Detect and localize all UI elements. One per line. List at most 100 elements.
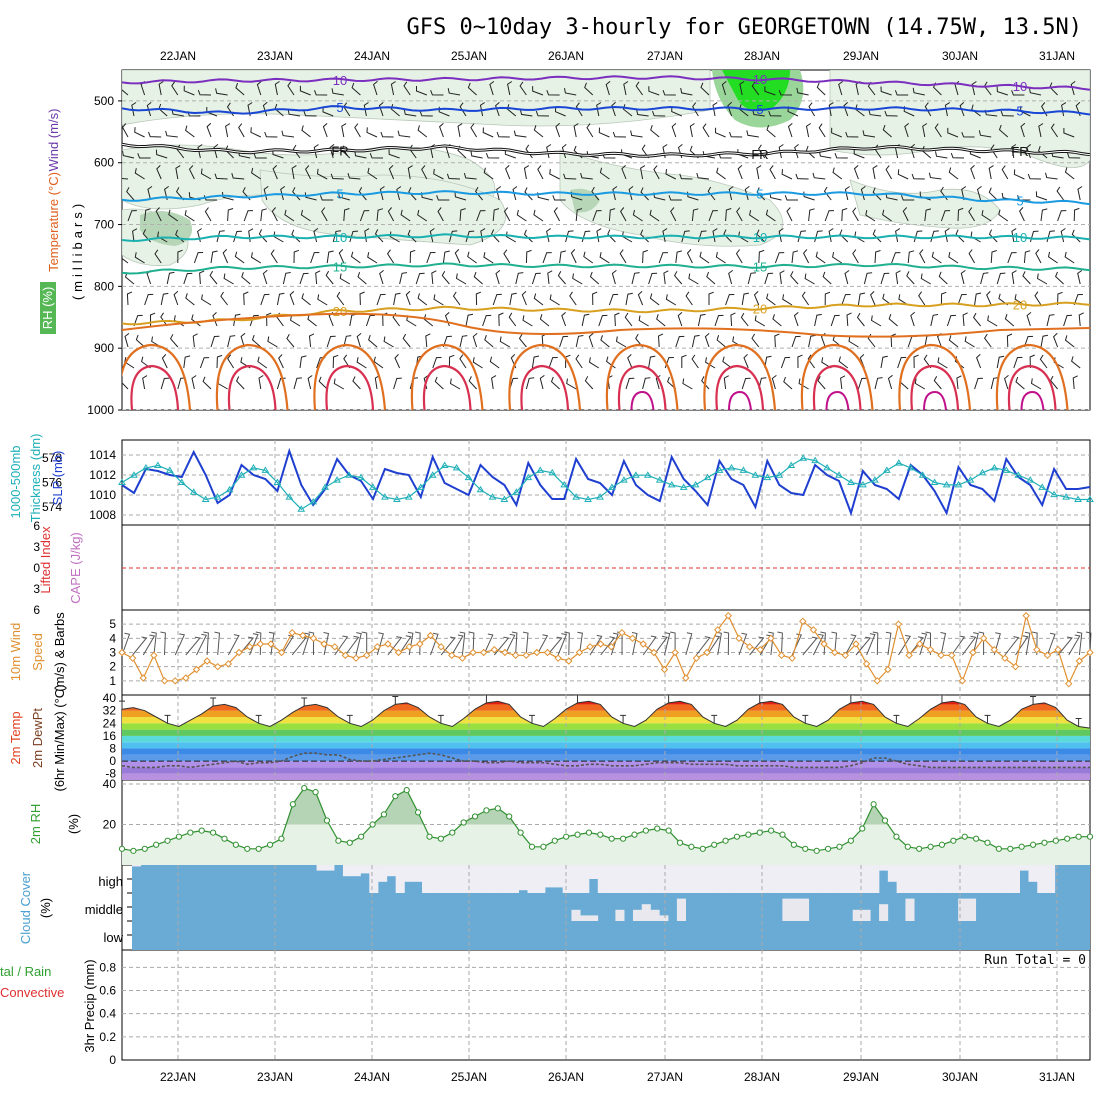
wind-speed-point bbox=[916, 640, 924, 648]
wind-barb bbox=[326, 250, 334, 264]
wind-barb bbox=[355, 632, 362, 656]
wind-barb bbox=[442, 250, 450, 264]
wind-barb bbox=[144, 293, 154, 306]
minmax-marker bbox=[301, 697, 308, 707]
cloud-clear-bar bbox=[852, 909, 862, 921]
wind-barb bbox=[1046, 314, 1055, 327]
wind-barb bbox=[185, 125, 195, 138]
thickness-point bbox=[392, 495, 401, 502]
thickness-point bbox=[631, 471, 640, 478]
wind-barb bbox=[987, 315, 998, 327]
wind-barb bbox=[730, 312, 736, 327]
wind-barb bbox=[664, 632, 671, 656]
wind-barb bbox=[882, 209, 892, 222]
wind-barb bbox=[1023, 250, 1031, 264]
thickness-point bbox=[249, 463, 258, 471]
wind-barb bbox=[251, 334, 262, 348]
rh-point bbox=[824, 845, 832, 852]
isotherm-line bbox=[122, 233, 1090, 242]
warm-contour bbox=[995, 343, 1069, 410]
wind-speed-point bbox=[437, 643, 445, 651]
wind-barb bbox=[640, 229, 649, 243]
wind-barb bbox=[347, 173, 361, 180]
wind-barb bbox=[491, 229, 500, 243]
wind-barb bbox=[897, 169, 909, 180]
rh-point bbox=[984, 839, 991, 846]
wind-speed-point bbox=[128, 654, 137, 662]
wind-barb bbox=[1027, 173, 1042, 180]
wind-barb bbox=[779, 270, 785, 285]
isotherm-label: 5 bbox=[756, 102, 763, 117]
wind-speed-point bbox=[479, 648, 488, 657]
chart-title: GFS 0~10day 3-hourly for GEORGETOWN (14.… bbox=[406, 15, 1082, 40]
cloud-clear-bar bbox=[940, 865, 950, 893]
wind-barb bbox=[267, 336, 278, 348]
tick-label: 6 bbox=[33, 603, 40, 617]
wind-barb bbox=[725, 294, 735, 306]
wind-barb bbox=[492, 293, 502, 306]
cloud-clear-bar bbox=[632, 865, 643, 893]
wind-barb bbox=[459, 631, 466, 656]
wind-barb bbox=[908, 636, 924, 656]
cloud-clear-bar bbox=[676, 898, 687, 921]
wind-barb bbox=[482, 314, 492, 327]
wind-barb bbox=[791, 335, 801, 348]
wind-speed-point bbox=[596, 640, 605, 648]
wind-barb bbox=[828, 102, 834, 117]
wind-barb bbox=[183, 272, 193, 285]
wind-barb bbox=[940, 632, 947, 656]
wind-barb bbox=[503, 207, 511, 222]
minmax-marker bbox=[893, 714, 900, 724]
wind-barb bbox=[206, 122, 212, 138]
wind-barb bbox=[872, 165, 878, 180]
wind-barb bbox=[1036, 273, 1048, 285]
wind-barb bbox=[250, 252, 262, 264]
tick-label: 576 bbox=[42, 476, 62, 490]
cloud-clear-bar bbox=[439, 865, 449, 893]
wind-barb bbox=[777, 631, 783, 656]
wind-barb bbox=[403, 109, 417, 117]
wind-barb bbox=[584, 376, 594, 390]
wind-barb bbox=[978, 130, 992, 138]
wind-barb bbox=[828, 228, 834, 243]
tick-label: 500 bbox=[94, 94, 114, 108]
wind-barb bbox=[559, 250, 567, 264]
wind-barb bbox=[768, 110, 782, 117]
wind-barb bbox=[373, 356, 384, 369]
wind-barb bbox=[459, 102, 467, 117]
wind-barb bbox=[518, 333, 527, 348]
wind-barb bbox=[455, 273, 467, 285]
wind-barb bbox=[735, 249, 743, 264]
thickness-point bbox=[715, 466, 724, 473]
wind-barb bbox=[533, 125, 544, 138]
wind-speed-point bbox=[724, 611, 733, 620]
wind-barb bbox=[512, 186, 518, 201]
isotherm-line bbox=[122, 262, 1090, 275]
wind-barb bbox=[415, 272, 425, 285]
rh-point bbox=[688, 843, 695, 850]
wind-barb bbox=[880, 355, 888, 369]
label-temperature: Temperature (°C) bbox=[46, 172, 61, 272]
isotherm-label: 5 bbox=[336, 100, 343, 115]
wind-barb bbox=[795, 173, 809, 180]
wind-speed-point bbox=[1054, 645, 1062, 654]
wind-barb bbox=[293, 249, 300, 264]
wind-barb bbox=[532, 86, 544, 96]
wind-barb bbox=[250, 127, 262, 138]
wind-barb bbox=[318, 376, 328, 390]
wind-barb bbox=[592, 291, 598, 306]
wind-barb bbox=[452, 291, 461, 306]
wind-barb bbox=[144, 208, 151, 222]
tick-label: 0.8 bbox=[99, 960, 116, 974]
wind-barb bbox=[920, 273, 932, 285]
wind-barb bbox=[1030, 378, 1042, 390]
wind-barb bbox=[1071, 356, 1081, 369]
wind-barb bbox=[300, 209, 311, 222]
wind-barb bbox=[357, 272, 367, 285]
wind-barb bbox=[635, 81, 644, 96]
wind-barb bbox=[341, 123, 347, 138]
wind-barb bbox=[260, 208, 267, 222]
thickness-point bbox=[655, 476, 664, 483]
minmax-marker bbox=[437, 714, 444, 724]
wind-barb bbox=[436, 195, 450, 201]
